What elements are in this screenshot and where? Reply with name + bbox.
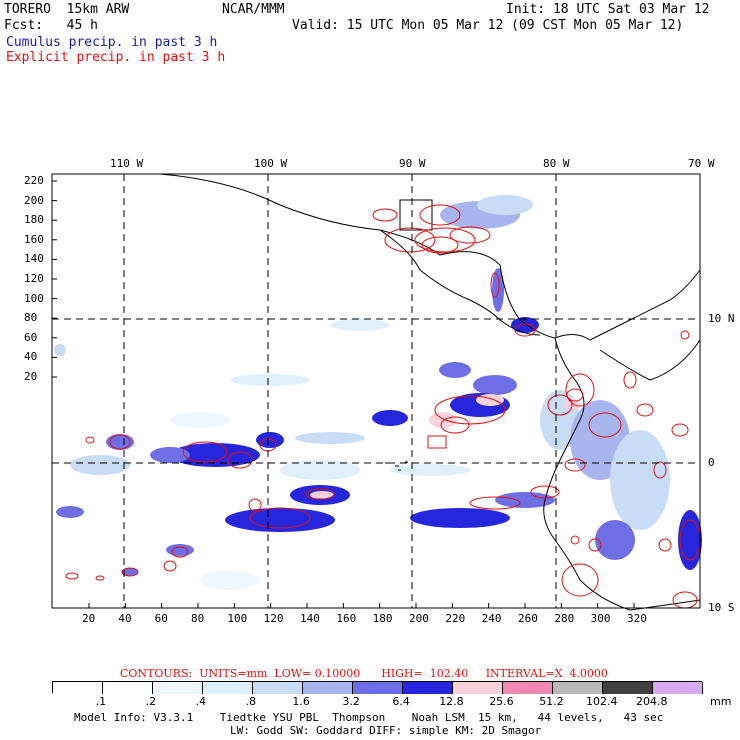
colorbar-swatch bbox=[153, 682, 203, 694]
explicit-precip-contours bbox=[65, 204, 701, 609]
forecast-hour: Fcst: 45 h bbox=[4, 18, 98, 33]
x-tick-label: 120 bbox=[263, 612, 284, 625]
colorbar-swatch bbox=[353, 682, 403, 694]
x-tick-label: 180 bbox=[372, 612, 393, 625]
y-tick-label: 180 bbox=[24, 213, 44, 227]
y-tick-label: 40 bbox=[24, 350, 38, 364]
x-tick-label: 300 bbox=[590, 612, 611, 625]
colorbar-label: 6.4 bbox=[392, 695, 410, 708]
contours-info: CONTOURS: UNITS=mm LOW= 0.10000 HIGH= 10… bbox=[120, 667, 608, 680]
colorbar-label: .2 bbox=[145, 695, 157, 708]
lon-label: 70 W bbox=[688, 157, 715, 170]
colorbar-swatch bbox=[253, 682, 303, 694]
axis-ticks bbox=[52, 180, 635, 608]
colorbar-label: 204.8 bbox=[636, 695, 668, 708]
legend-cumulus: Cumulus precip. in past 3 h bbox=[6, 35, 218, 50]
y-tick-label: 60 bbox=[24, 330, 38, 344]
heavy-precip-cores bbox=[310, 394, 580, 499]
organization: NCAR/MMM bbox=[222, 2, 285, 17]
colorbar-label: .4 bbox=[195, 695, 207, 708]
colorbar-label: 102.4 bbox=[586, 695, 618, 708]
colorbar bbox=[52, 681, 703, 694]
y-tick-label: 160 bbox=[24, 232, 44, 246]
colorbar-swatch bbox=[553, 682, 603, 694]
x-tick-label: 320 bbox=[627, 612, 647, 625]
y-tick-label: 220 bbox=[24, 174, 44, 187]
colorbar-swatch bbox=[603, 682, 653, 694]
x-tick-label: 60 bbox=[154, 612, 168, 625]
legend-explicit: Explicit precip. in past 3 h bbox=[6, 50, 226, 65]
lon-label: 80 W bbox=[543, 157, 570, 170]
valid-time: Valid: 15 UTC Mon 05 Mar 12 (09 CST Mon … bbox=[292, 18, 684, 33]
colorbar-label: .8 bbox=[245, 695, 257, 708]
x-tick-label: 140 bbox=[300, 612, 320, 625]
lat-lon-gridlines bbox=[52, 174, 700, 608]
model-name: TORERO 15km ARW bbox=[4, 2, 130, 17]
lon-label: 100 W bbox=[254, 157, 288, 170]
colorbar-label: 25.6 bbox=[489, 695, 514, 708]
x-tick-label: 20 bbox=[82, 612, 96, 625]
colorbar-swatch bbox=[303, 682, 353, 694]
x-tick-label: 200 bbox=[409, 612, 429, 625]
colorbar-swatch bbox=[103, 682, 153, 694]
x-tick-label: 160 bbox=[336, 612, 357, 625]
colorbar-label: 3.2 bbox=[342, 695, 360, 708]
physics-info: LW: Godd SW: Goddard DIFF: simple KM: 2D… bbox=[230, 724, 542, 737]
colorbar-swatch bbox=[53, 682, 103, 694]
lat-label: 0 bbox=[708, 456, 715, 469]
y-tick-label: 200 bbox=[24, 193, 44, 207]
lon-label: 110 W bbox=[110, 157, 144, 170]
colorbar-label: 51.2 bbox=[539, 695, 564, 708]
colorbar-swatch bbox=[403, 682, 453, 694]
x-tick-label: 220 bbox=[445, 612, 466, 625]
y-tick-label: 100 bbox=[24, 291, 44, 305]
colorbar-unit: mm bbox=[710, 695, 732, 708]
colorbar-label: .1 bbox=[95, 695, 107, 708]
model-info: Model Info: V3.3.1 Tiedtke YSU PBL Thomp… bbox=[74, 711, 664, 724]
colorbar-swatch bbox=[203, 682, 253, 694]
lat-label: 10 S bbox=[708, 601, 735, 614]
colorbar-swatch bbox=[503, 682, 553, 694]
lon-label: 90 W bbox=[399, 157, 426, 170]
x-tick-label: 40 bbox=[118, 612, 132, 625]
x-tick-label: 280 bbox=[554, 612, 575, 625]
y-tick-label: 80 bbox=[24, 311, 38, 325]
x-tick-label: 260 bbox=[518, 612, 538, 625]
cumulus-precip-shading bbox=[54, 195, 702, 590]
x-tick-label: 240 bbox=[481, 612, 502, 625]
colorbar-label: 12.8 bbox=[439, 695, 464, 708]
x-tick-label: 100 bbox=[227, 612, 248, 625]
x-tick-label: 80 bbox=[191, 612, 205, 625]
init-time: Init: 18 UTC Sat 03 Mar 12 bbox=[506, 2, 710, 17]
colorbar-label: 1.6 bbox=[292, 695, 310, 708]
colorbar-swatch bbox=[653, 682, 703, 694]
map-frame bbox=[51, 173, 701, 609]
lat-label: 10 N bbox=[708, 312, 735, 325]
colorbar-swatch bbox=[453, 682, 503, 694]
y-tick-label: 120 bbox=[24, 272, 44, 285]
y-tick-label: 140 bbox=[24, 252, 44, 266]
y-tick-label: 20 bbox=[24, 370, 38, 383]
